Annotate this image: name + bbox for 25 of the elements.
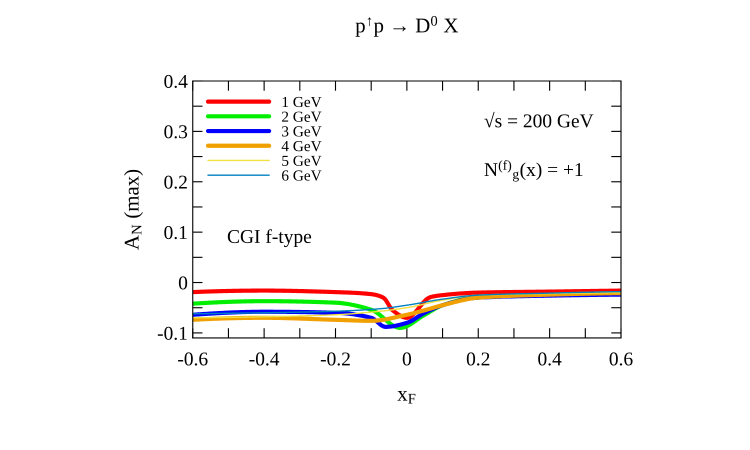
y-axis-title: A$_{N}$ (max) xyxy=(124,170,143,250)
y-tick-label: 0.1 xyxy=(164,226,187,240)
y-tick-label: 0.3 xyxy=(164,125,188,138)
legend-label: 6 GeV xyxy=(282,170,322,181)
x-tick-label: -0.2 xyxy=(320,352,350,366)
legend-label: 4 GeV xyxy=(282,140,322,152)
annotation: N$^{(f)}$$_{g}$(x) = +1 xyxy=(484,160,582,182)
x-tick-label: 0.6 xyxy=(610,352,633,366)
y-tick-label: 0.2 xyxy=(164,176,187,189)
annotation: √s = 200 GeV xyxy=(484,112,594,128)
chart-title: p$^{↑}$p → D$^{0}$ X xyxy=(356,16,458,37)
y-tick-label: 0.4 xyxy=(164,74,188,88)
x-tick-label: 0 xyxy=(402,352,411,366)
x-tick-label: 0.2 xyxy=(466,352,490,366)
x-axis-title: x$_{F}$ xyxy=(397,391,416,404)
annotation: CGI f-type xyxy=(228,229,312,248)
legend-label: 5 GeV xyxy=(282,156,322,166)
legend-label: 1 GeV xyxy=(282,96,322,108)
y-tick-label: -0.1 xyxy=(158,326,187,340)
x-tick-label: 0.4 xyxy=(538,352,562,366)
x-tick-label: -0.6 xyxy=(178,352,208,366)
legend-label: 2 GeV xyxy=(282,112,322,122)
y-tick-label: 0 xyxy=(178,276,188,290)
legend-label: 3 GeV xyxy=(282,126,322,137)
x-tick-label: -0.4 xyxy=(249,352,280,366)
